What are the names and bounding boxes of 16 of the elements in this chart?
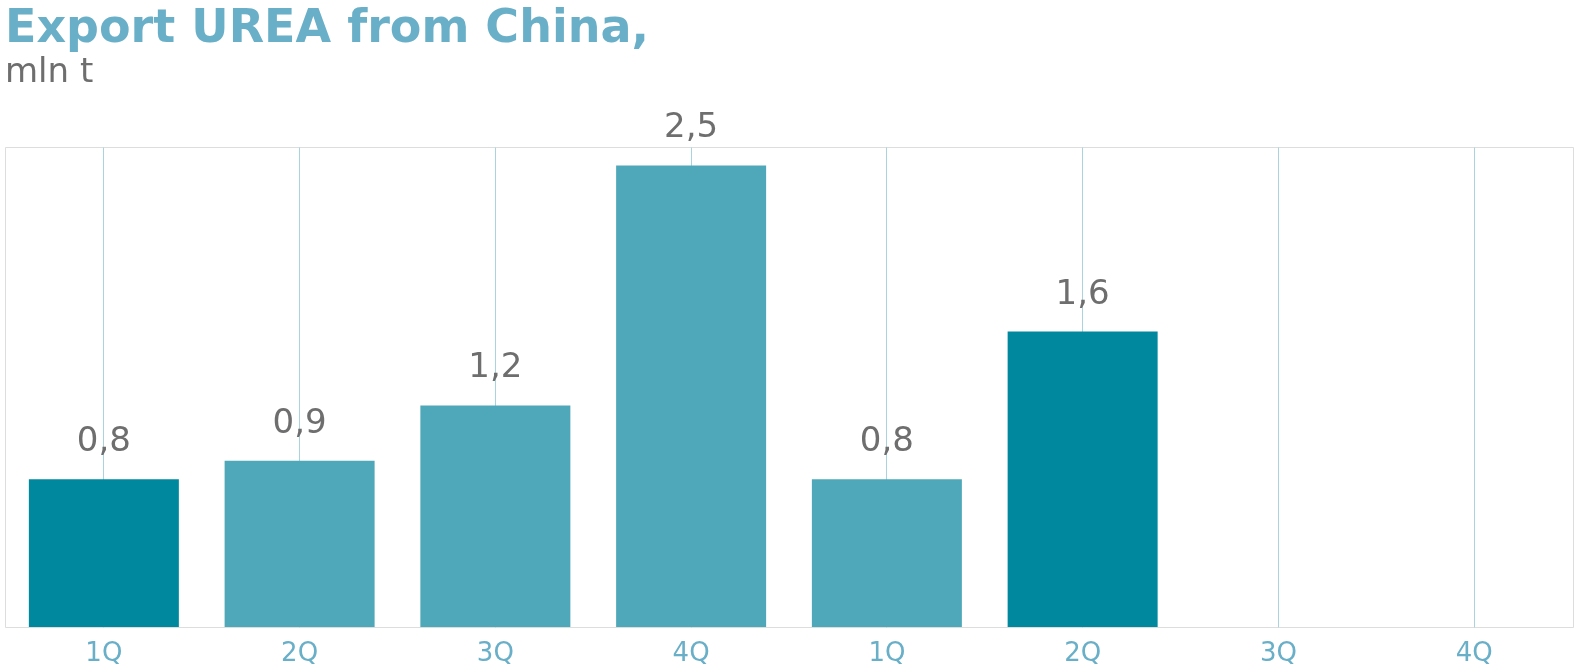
x-tick-label: 2Q	[281, 636, 319, 667]
bar	[811, 479, 962, 627]
bar	[616, 165, 767, 627]
bar	[420, 405, 571, 627]
x-tick-label: 3Q	[1259, 636, 1297, 667]
bar	[1007, 331, 1158, 627]
x-tick-label: 3Q	[476, 636, 514, 667]
x-tick-label: 1Q	[85, 636, 123, 667]
x-tick-label: 4Q	[1455, 636, 1493, 667]
x-tick-label: 4Q	[672, 636, 710, 667]
x-tick-label: 1Q	[868, 636, 906, 667]
chart-title: Export UREA from China,	[5, 0, 649, 54]
data-label: 2,5	[664, 105, 719, 146]
x-tick-label: 2Q	[1064, 636, 1102, 667]
bar	[224, 460, 375, 627]
bar	[28, 479, 179, 627]
